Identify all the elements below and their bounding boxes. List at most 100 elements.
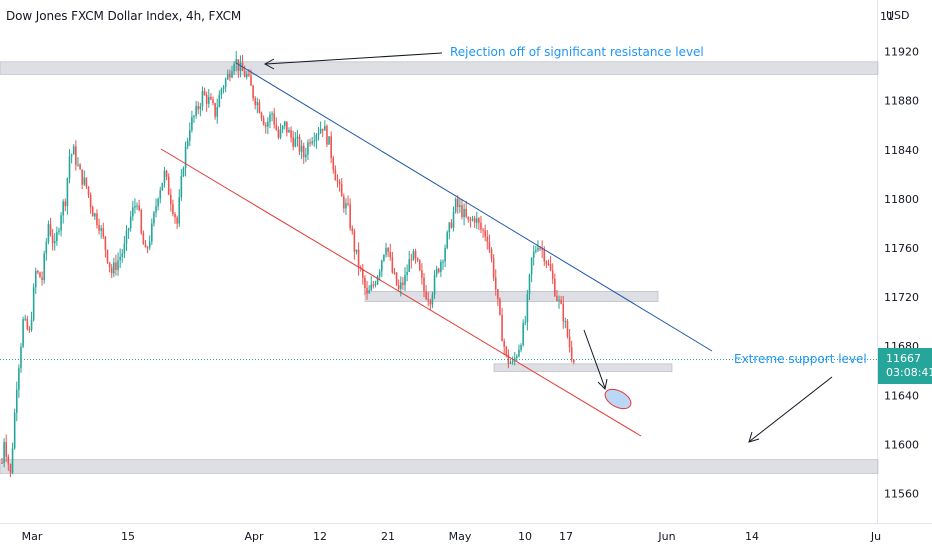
candle bbox=[402, 276, 404, 290]
candle bbox=[210, 93, 212, 101]
candle bbox=[117, 252, 119, 276]
candle bbox=[389, 243, 392, 261]
candle bbox=[125, 225, 128, 251]
candle bbox=[378, 268, 381, 281]
candle bbox=[475, 211, 478, 229]
time-tick-label: 10 bbox=[518, 530, 532, 543]
candle bbox=[146, 245, 149, 254]
candle bbox=[461, 198, 463, 220]
candle bbox=[298, 134, 301, 156]
candle bbox=[429, 298, 432, 310]
candle bbox=[237, 59, 240, 79]
target-ellipse[interactable] bbox=[602, 385, 634, 412]
candle bbox=[315, 133, 318, 149]
candle bbox=[262, 115, 265, 126]
candle bbox=[256, 97, 259, 114]
time-tick-label: 21 bbox=[381, 530, 395, 543]
chart-title: Dow Jones FXCM Dollar Index, 4h, FXCM bbox=[6, 9, 242, 23]
candle bbox=[203, 87, 206, 96]
candle bbox=[480, 215, 482, 234]
price-tick-label: 11 bbox=[880, 10, 894, 23]
candle bbox=[437, 267, 440, 274]
candle bbox=[547, 259, 550, 266]
candle bbox=[532, 245, 535, 266]
candle bbox=[290, 126, 292, 143]
candle bbox=[452, 206, 455, 232]
zone-recent-low[interactable] bbox=[493, 363, 673, 372]
upper-trendline[interactable] bbox=[235, 62, 713, 352]
candle bbox=[96, 209, 98, 229]
candle bbox=[121, 249, 124, 263]
lower-trendline[interactable] bbox=[160, 148, 642, 437]
candle bbox=[43, 250, 45, 284]
candle bbox=[252, 84, 254, 102]
candle bbox=[106, 249, 109, 264]
zone-lower[interactable] bbox=[0, 459, 879, 474]
support-arrow[interactable] bbox=[748, 376, 833, 443]
zone-upper[interactable] bbox=[0, 61, 879, 75]
zone-mid[interactable] bbox=[364, 291, 659, 302]
candle bbox=[77, 157, 79, 167]
candle bbox=[336, 174, 339, 188]
support-annotation[interactable]: Extreme support level bbox=[734, 352, 867, 366]
candle bbox=[309, 138, 311, 147]
candle bbox=[562, 295, 565, 329]
candle bbox=[307, 139, 309, 161]
candle bbox=[218, 90, 221, 108]
candle bbox=[148, 235, 151, 251]
candle bbox=[524, 315, 527, 326]
candle bbox=[258, 99, 261, 114]
candle bbox=[98, 218, 100, 235]
candle bbox=[132, 200, 134, 221]
price-tick-label: 11840 bbox=[884, 144, 919, 157]
currency-label[interactable]: USD bbox=[886, 9, 910, 22]
candle bbox=[326, 124, 328, 148]
candle bbox=[163, 166, 166, 188]
candle bbox=[385, 242, 387, 258]
candle bbox=[47, 220, 50, 245]
candle bbox=[53, 233, 56, 251]
candle bbox=[554, 273, 556, 298]
price-tick-label: 11880 bbox=[884, 95, 919, 108]
candle bbox=[174, 212, 176, 224]
candle bbox=[343, 193, 345, 213]
price-tick-label: 11920 bbox=[884, 46, 919, 59]
resistance-arrow[interactable] bbox=[263, 52, 443, 70]
candle bbox=[161, 182, 164, 191]
candle bbox=[305, 147, 307, 163]
price-axis-labels[interactable]: 1156011600116401168011720117601180011840… bbox=[880, 10, 919, 501]
candle bbox=[7, 454, 10, 471]
candle bbox=[328, 136, 330, 145]
candle bbox=[3, 438, 5, 468]
candle bbox=[319, 121, 322, 134]
candle bbox=[75, 140, 77, 171]
candle bbox=[5, 434, 8, 462]
resistance-annotation[interactable]: Rejection off of significant resistance … bbox=[450, 45, 704, 59]
candle bbox=[418, 259, 421, 272]
candle bbox=[136, 202, 138, 210]
candle bbox=[277, 126, 280, 140]
candle bbox=[119, 248, 121, 268]
projection-arrow[interactable] bbox=[583, 329, 608, 391]
candle bbox=[273, 108, 275, 129]
candle bbox=[15, 381, 18, 422]
candle bbox=[51, 228, 54, 251]
candle bbox=[235, 51, 238, 72]
candle bbox=[32, 283, 35, 322]
candle bbox=[64, 198, 67, 212]
candle bbox=[233, 61, 235, 75]
candle bbox=[484, 224, 486, 242]
time-axis-labels[interactable]: Mar 15 Apr 12 21 May 10 17 Jun 14 Ju bbox=[22, 530, 881, 543]
candle bbox=[416, 257, 419, 263]
candle bbox=[412, 248, 415, 261]
candle bbox=[186, 137, 189, 150]
candle bbox=[391, 251, 394, 274]
candle bbox=[113, 257, 115, 278]
candle bbox=[11, 442, 14, 475]
candle bbox=[381, 259, 383, 278]
candle bbox=[91, 205, 94, 217]
candle bbox=[62, 199, 64, 224]
candle bbox=[226, 69, 229, 80]
candle bbox=[176, 215, 178, 229]
